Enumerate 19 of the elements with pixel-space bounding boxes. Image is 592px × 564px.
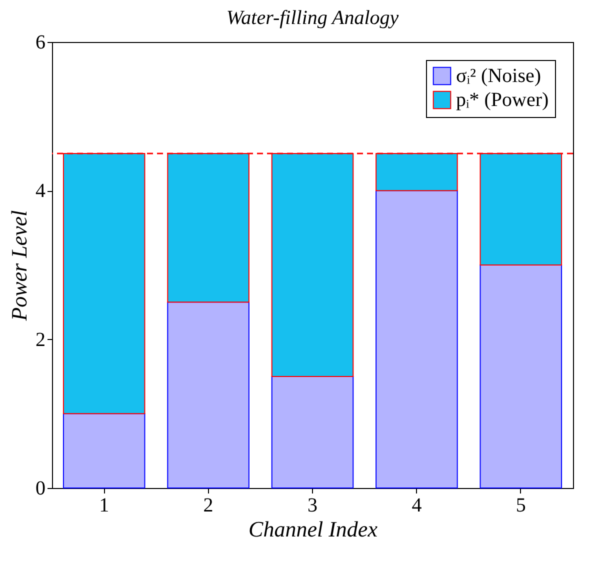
y-tick-label: 4 [36,180,46,202]
y-tick-label: 6 [36,32,46,54]
bar [480,264,562,488]
x-tick-label: 2 [203,494,214,516]
x-tick-label: 5 [516,494,526,516]
bar [271,376,354,488]
bar [167,302,250,488]
x-axis-title: Channel Index [248,516,378,542]
legend-label: σᵢ² (Noise) [456,65,542,87]
y-axis-title: Power Level [6,210,32,322]
x-tick-label: 4 [412,494,422,516]
x-tick-label: 3 [308,494,318,516]
y-tick-label: 0 [36,478,46,500]
bar [376,190,458,488]
legend-label: pᵢ* (Power) [456,89,549,111]
bar [62,413,146,488]
chart-title: Water-filling Analogy [226,7,399,29]
x-tick-label: 1 [99,494,110,516]
y-tick-label: 2 [36,328,46,351]
